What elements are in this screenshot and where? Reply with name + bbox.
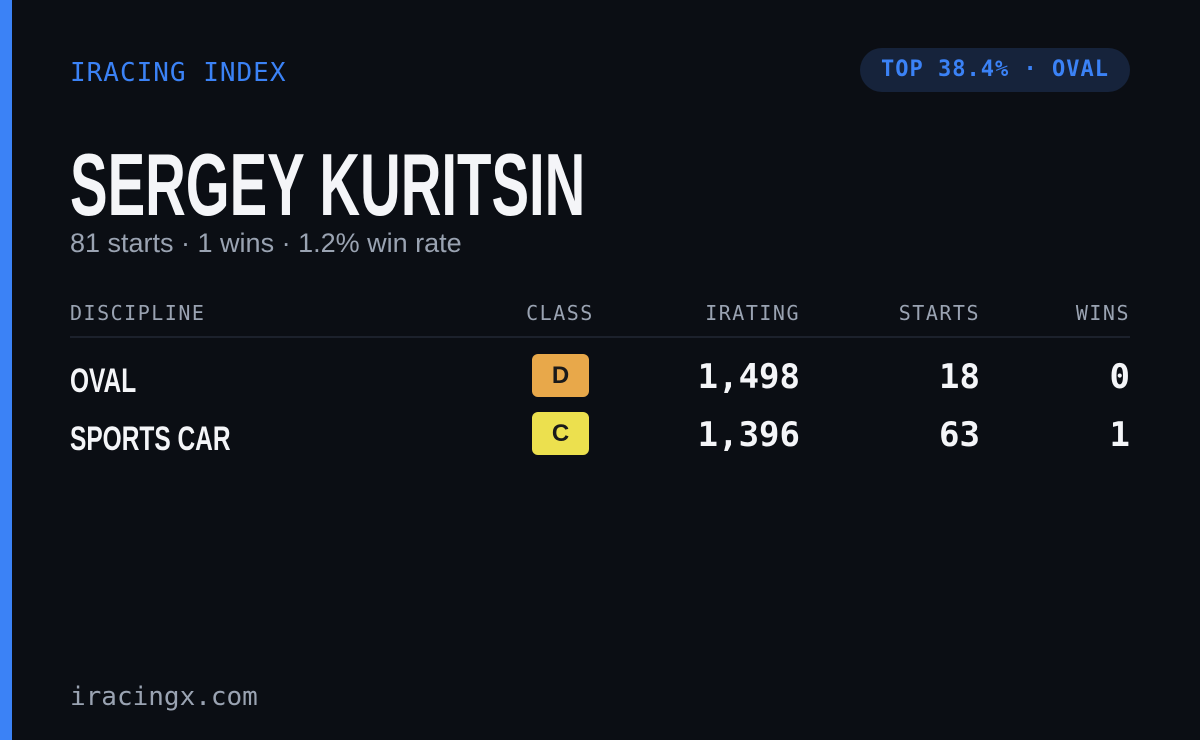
- irating: 1,396: [697, 415, 800, 455]
- column-header: DISCIPLINE: [70, 301, 206, 325]
- wins: 1: [1109, 415, 1130, 455]
- irating: 1,498: [697, 357, 800, 397]
- starts: 63: [939, 415, 980, 455]
- discipline: SPORTS CAR: [70, 420, 231, 458]
- class-badge: C: [532, 412, 589, 455]
- rank-badge: TOP 38.4% · OVAL: [860, 48, 1130, 92]
- column-header: IRATING: [705, 301, 800, 325]
- brand: IRACING INDEX: [70, 58, 287, 88]
- accent-bar: [0, 0, 12, 740]
- divider: [70, 336, 1130, 338]
- column-header: STARTS: [898, 301, 980, 325]
- class-badge: D: [532, 354, 589, 397]
- site-url: iracingx.com: [70, 682, 258, 712]
- wins: 0: [1109, 357, 1130, 397]
- summary: 81 starts · 1 wins · 1.2% win rate: [70, 228, 462, 258]
- starts: 18: [939, 357, 980, 397]
- driver-name: SERGEY KURITSIN: [70, 135, 586, 234]
- column-header: CLASS: [526, 301, 594, 325]
- discipline: OVAL: [70, 362, 137, 400]
- column-header: WINS: [1075, 301, 1130, 325]
